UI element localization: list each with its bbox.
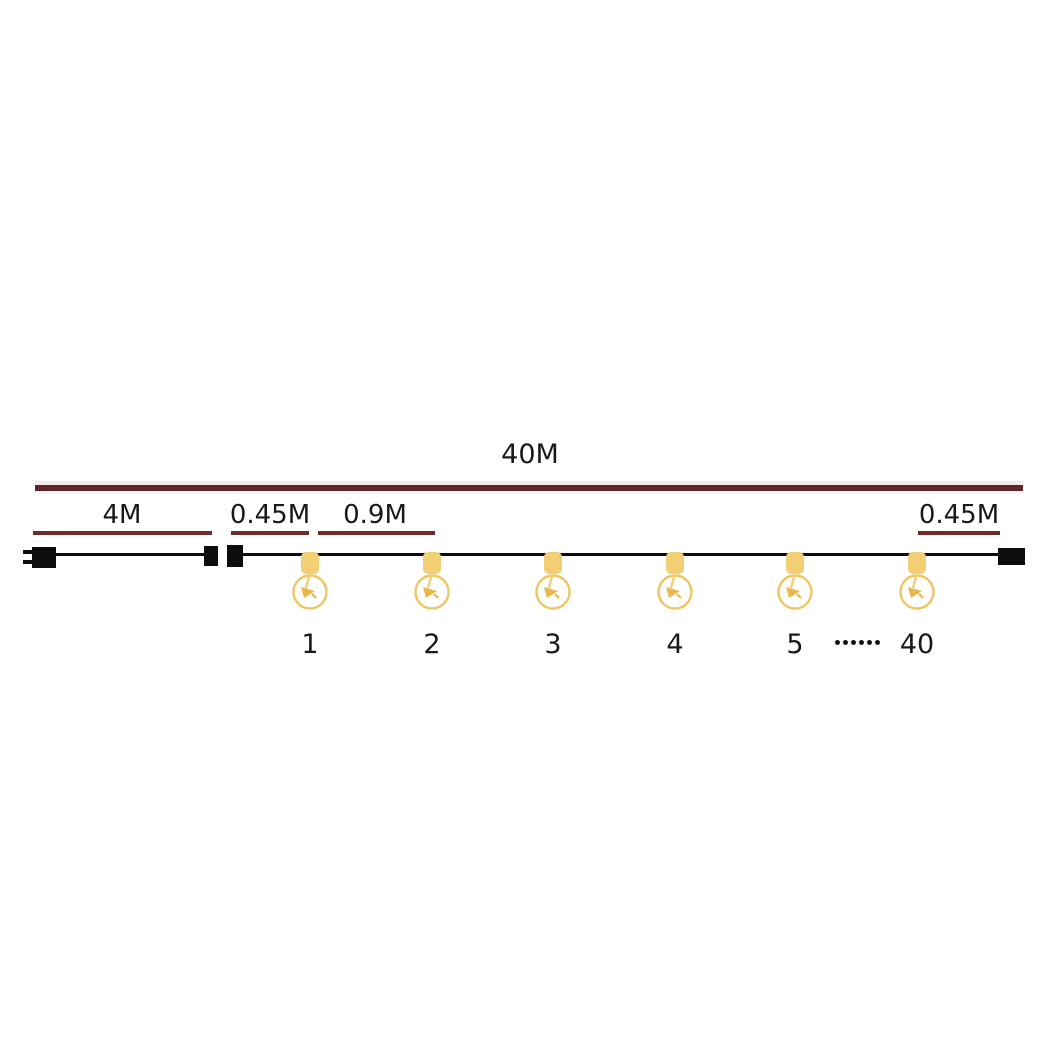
- ellipsis-dot-icon: [842, 640, 848, 645]
- connector-female-icon: [204, 546, 218, 566]
- ellipsis-dot-icon: [850, 640, 856, 645]
- bulb-number-label: 4: [666, 629, 684, 660]
- total-length-measure-line: [35, 481, 1023, 494]
- end-gap-measure-line: [918, 531, 1000, 535]
- ellipsis-dot-icon: [858, 640, 864, 645]
- bulb-number-label: 2: [423, 629, 441, 660]
- bulb-spacing-measure-line: [318, 531, 435, 535]
- lead-length-label: 4M: [102, 500, 142, 530]
- start-gap-label: 0.45M: [229, 500, 311, 530]
- end-cap-icon: [998, 548, 1025, 565]
- bulb-spacing-label: 0.9M: [343, 500, 407, 530]
- bulb-number-label: 40: [899, 629, 935, 660]
- measure-line-core: [35, 485, 1023, 491]
- light-bulb-icon: [410, 551, 454, 613]
- total-length-label: 40M: [501, 439, 559, 470]
- start-gap-measure-line: [231, 531, 309, 535]
- bulb-number-label: 3: [544, 629, 562, 660]
- end-gap-label: 0.45M: [918, 500, 1000, 530]
- bulb-number-label: 5: [786, 629, 804, 660]
- lead-measure-line: [33, 531, 212, 535]
- lead-wire: [54, 553, 207, 556]
- ellipsis-dot-icon: [874, 640, 880, 645]
- plug-prong-bottom-icon: [23, 560, 33, 564]
- connector-male-icon: [227, 545, 243, 567]
- measure-line-halo: [35, 481, 1023, 485]
- bulb-number-label: 1: [301, 629, 319, 660]
- light-bulb-icon: [773, 551, 817, 613]
- ellipsis-dot-icon: [866, 640, 872, 645]
- string-wire: [242, 553, 1000, 556]
- plug-prong-top-icon: [23, 550, 33, 554]
- ellipsis-dots: [834, 640, 880, 645]
- ellipsis-dot-icon: [834, 640, 840, 645]
- measure-line-halo: [35, 491, 1023, 494]
- light-bulb-icon: [531, 551, 575, 613]
- light-bulb-icon: [895, 551, 939, 613]
- light-bulb-icon: [653, 551, 697, 613]
- light-bulb-icon: [288, 551, 332, 613]
- power-plug-icon: [32, 547, 56, 568]
